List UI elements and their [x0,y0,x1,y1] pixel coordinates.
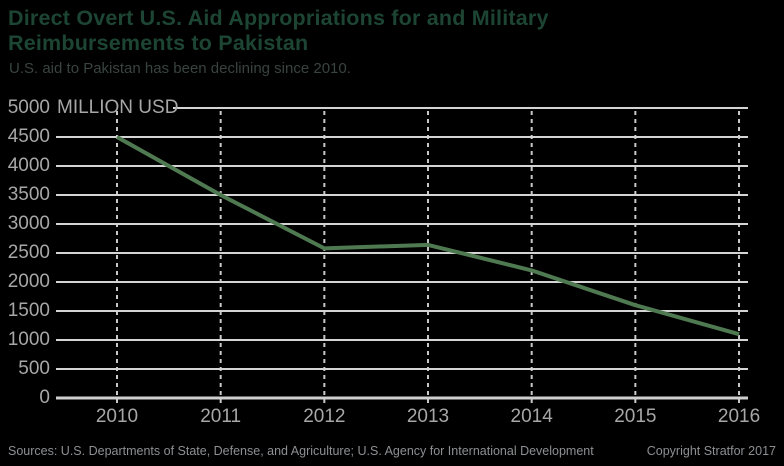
x-axis-tick-label: 2011 [200,406,242,427]
y-axis-tick-label: 5000 [7,97,50,118]
chart-title-line2: Reimbursements to Pakistan [8,31,309,55]
sources-note: Sources: U.S. Departments of State, Defe… [8,444,594,458]
data-line [116,135,740,337]
y-axis-tick-label: 0 [39,387,50,408]
chart-title-line1: Direct Overt U.S. Aid Appropriations for… [8,6,549,30]
y-axis-tick-label: 2500 [7,242,50,263]
x-axis-tick-label: 2012 [303,406,346,427]
x-axis-tick-label: 2010 [95,406,139,427]
y-axis-tick-label: 3500 [7,184,50,205]
x-axis-tick-label: 2015 [614,406,657,427]
y-axis-unit-label: MILLION USD [57,97,179,118]
x-axis-tick-label: 2016 [717,406,761,427]
x-axis-tick-label: 2014 [510,406,553,427]
y-axis-tick-label: 2000 [7,271,50,292]
y-axis-tick-label: 1000 [7,329,50,350]
y-axis-tick-label: 4000 [7,155,50,176]
chart-subtitle: U.S. aid to Pakistan has been declining … [9,60,351,77]
y-axis-tick-label: 1500 [7,300,50,321]
x-axis-tick-label: 2013 [406,406,450,427]
copyright-note: Copyright Stratfor 2017 [646,444,776,458]
y-axis-tick-label: 500 [18,358,50,379]
y-axis-tick-label: 3000 [7,213,50,234]
y-axis-tick-label: 4500 [7,126,50,147]
chart-title: Direct Overt U.S. Aid Appropriations for… [8,6,549,56]
